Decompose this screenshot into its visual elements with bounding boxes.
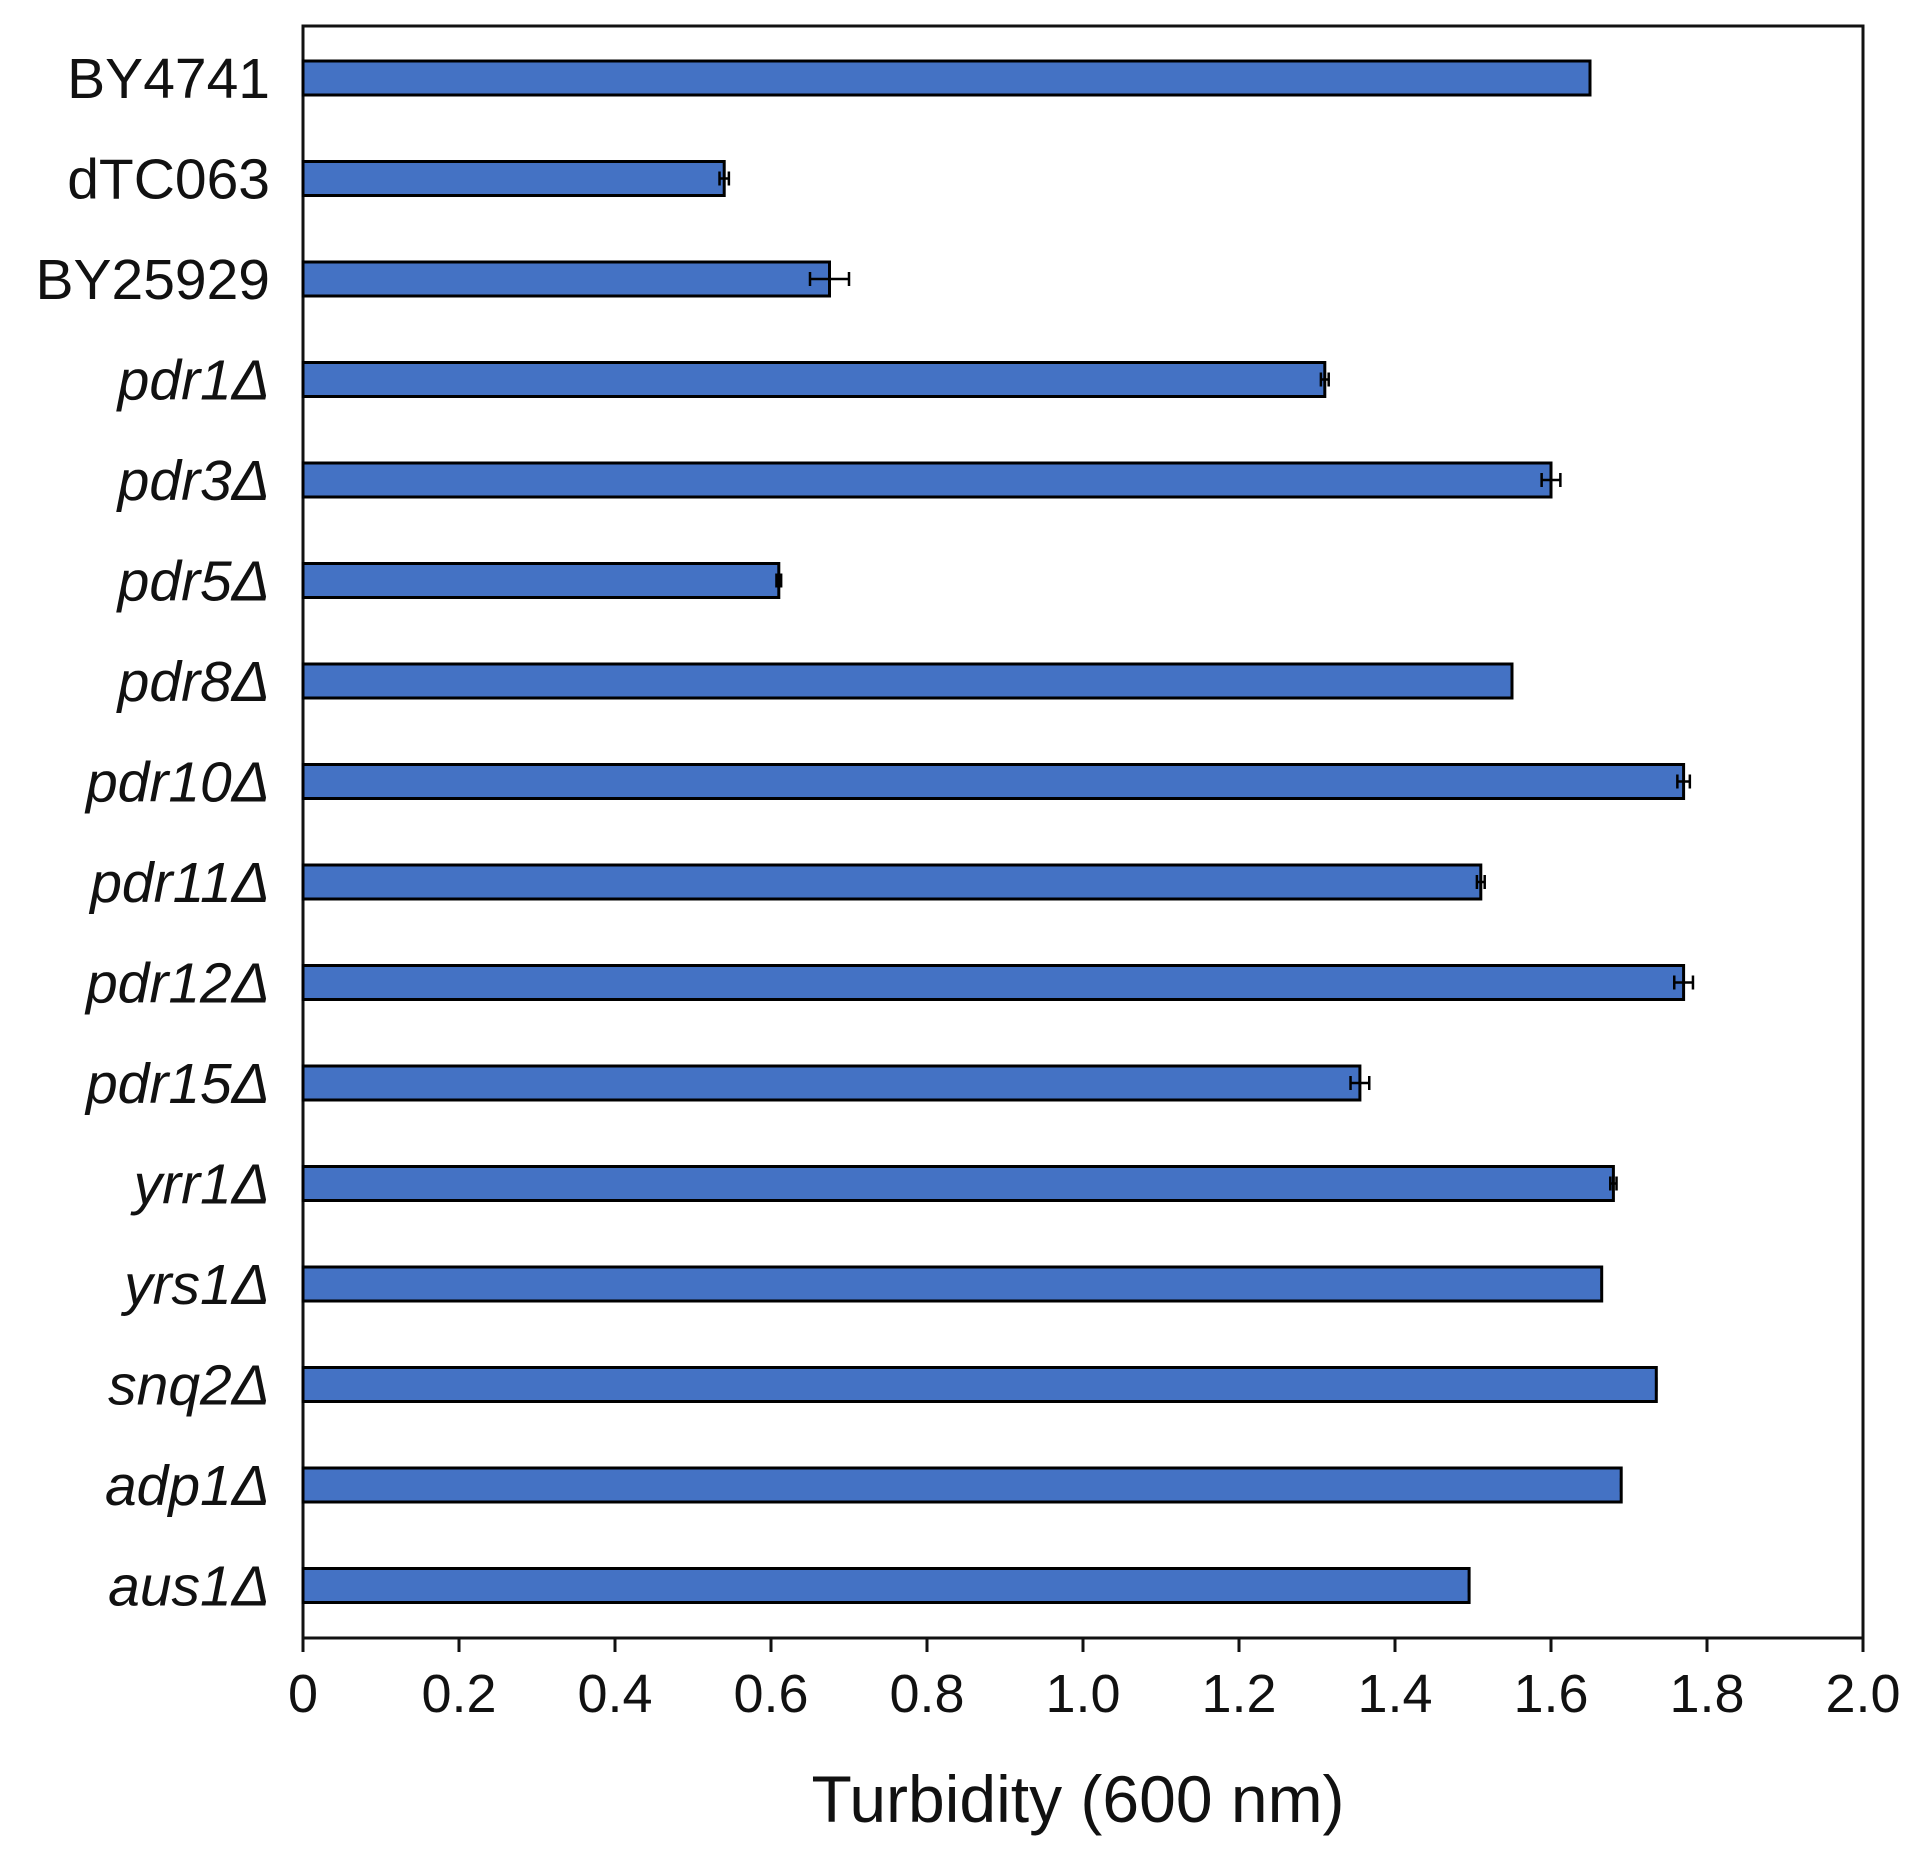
- x-axis-title: Turbidity (600 nm): [811, 1762, 1344, 1836]
- bar-14: [301, 1466, 1623, 1504]
- bar-4: [301, 461, 1553, 499]
- x-axis-ticks: 0 0.2 0.4 0.6 0.8 1.0 1.2 1.4 1.6 1.8 2.0: [288, 1638, 1901, 1724]
- category-label-6: pdr8Δ: [116, 650, 270, 714]
- category-label-4: pdr3Δ: [116, 449, 270, 513]
- category-label-8: pdr11Δ: [88, 851, 270, 915]
- x-tick-label-6: 1.2: [1201, 1664, 1276, 1724]
- bars-layer: [301, 59, 1686, 1604]
- bar-11: [301, 1165, 1615, 1202]
- error-bar-9: [1672, 975, 1695, 990]
- error-bar-4: [1540, 473, 1562, 487]
- category-label-12: yrs1Δ: [120, 1253, 270, 1317]
- bar-13: [301, 1366, 1658, 1403]
- category-label-14: adp1Δ: [105, 1454, 270, 1518]
- bar-7: [301, 763, 1686, 800]
- category-label-1: dTC063: [67, 148, 270, 212]
- x-tick-label-2: 0.4: [577, 1664, 652, 1724]
- bar-8: [301, 863, 1483, 901]
- category-label-3: pdr1Δ: [116, 349, 270, 413]
- x-tick-label-9: 1.8: [1669, 1664, 1744, 1724]
- x-tick-label-5: 1.0: [1045, 1664, 1120, 1724]
- error-bar-7: [1676, 774, 1692, 789]
- bar-6: [301, 662, 1514, 700]
- category-label-0: BY4741: [67, 47, 270, 111]
- x-tick-label-0: 0: [288, 1664, 318, 1724]
- error-bar-5: [775, 573, 783, 588]
- bar-5: [301, 562, 781, 599]
- bar-3: [301, 361, 1327, 398]
- category-label-15: aus1Δ: [108, 1555, 270, 1619]
- x-tick-label-7: 1.4: [1357, 1664, 1432, 1724]
- x-tick-label-10: 2.0: [1825, 1664, 1900, 1724]
- bar-2: [301, 260, 831, 298]
- error-bar-11: [1609, 1176, 1618, 1191]
- category-label-7: pdr10Δ: [84, 751, 270, 815]
- error-bar-10: [1349, 1076, 1371, 1090]
- category-label-10: pdr15Δ: [84, 1052, 270, 1116]
- error-bar-3: [1319, 372, 1330, 387]
- category-label-13: snq2Δ: [108, 1354, 270, 1418]
- bar-10: [301, 1064, 1362, 1102]
- error-bar-1: [718, 171, 731, 186]
- bar-0: [301, 59, 1592, 97]
- category-label-5: pdr5Δ: [116, 550, 270, 614]
- x-tick-label-3: 0.6: [733, 1664, 808, 1724]
- bar-15: [301, 1567, 1471, 1604]
- bar-12: [301, 1265, 1604, 1303]
- error-bar-8: [1475, 875, 1486, 889]
- x-tick-label-4: 0.8: [889, 1664, 964, 1724]
- x-tick-label-8: 1.6: [1513, 1664, 1588, 1724]
- category-labels: BY4741 dTC063 BY25929 pdr1Δ pdr3Δ pdr5Δ pdr8Δ p…: [35, 47, 270, 1619]
- category-label-9: pdr12Δ: [84, 952, 270, 1016]
- category-label-11: yrr1Δ: [130, 1153, 270, 1217]
- error-bar-2: [808, 272, 851, 286]
- error-bars-layer: [718, 71, 1695, 1593]
- bar-1: [301, 160, 726, 197]
- x-tick-label-1: 0.2: [421, 1664, 496, 1724]
- bar-9: [301, 964, 1686, 1001]
- category-label-2: BY25929: [35, 248, 270, 312]
